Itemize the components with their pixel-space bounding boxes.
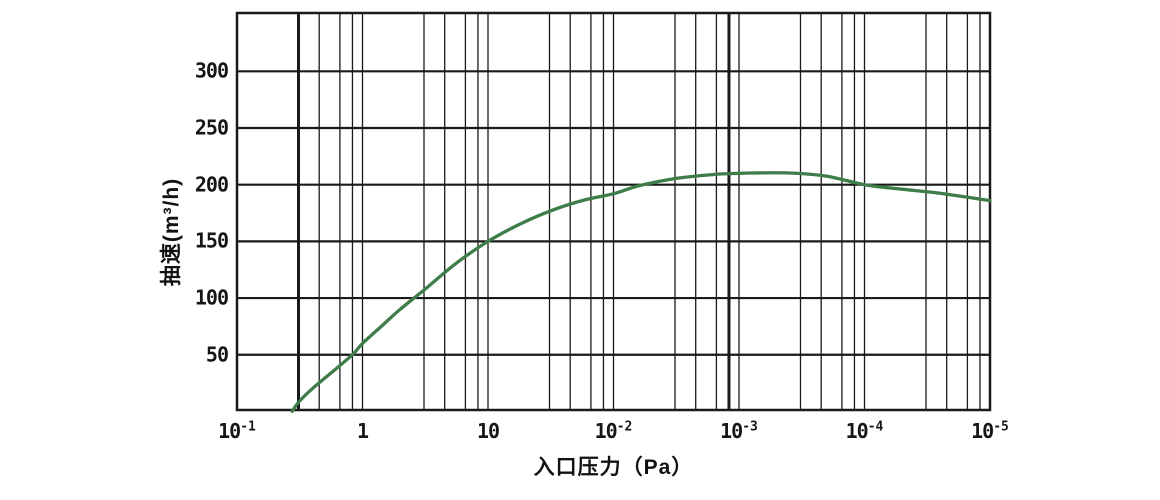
y-tick-label: 200: [194, 172, 229, 197]
y-tick-label: 100: [194, 285, 229, 310]
x-axis-title: 入口压力（Pa）: [533, 456, 694, 479]
x-tick-label: 10-2: [594, 419, 633, 443]
x-tick-label: 10-4: [845, 419, 884, 443]
y-tick-label: 300: [194, 58, 229, 83]
x-tick-label: 10-1: [218, 419, 256, 443]
speed-curve: [290, 171, 992, 414]
y-axis-title: 抽速(m³/h): [160, 177, 183, 287]
y-tick-label: 50: [205, 342, 229, 367]
y-tick-label: 150: [194, 228, 229, 253]
y-tick-label: 250: [194, 115, 229, 140]
x-tick-label: 10: [476, 419, 500, 443]
x-tick-label: 10-5: [971, 419, 1009, 443]
plot-frame: [235, 11, 992, 412]
x-tick-label: 10-3: [720, 419, 758, 443]
x-tick-label: 1: [356, 419, 369, 443]
